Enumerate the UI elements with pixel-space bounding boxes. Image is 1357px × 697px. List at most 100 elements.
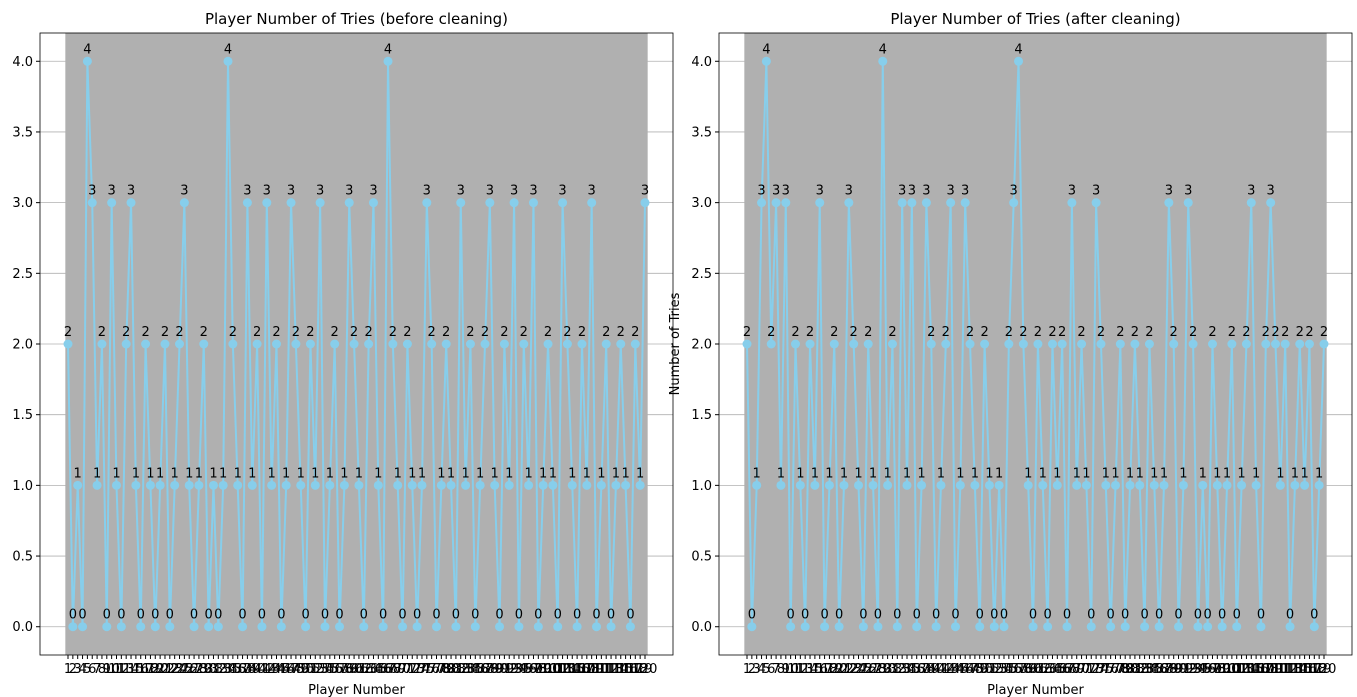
x-tick-label: 99 [535,662,552,677]
x-tick-label: 118 [623,662,648,677]
x-tick-label: 10 [782,662,799,677]
data-point [1047,339,1057,349]
data-label: 0 [166,608,174,623]
data-label: 2 [602,325,610,340]
data-point [795,480,805,490]
x-tick-label: 92 [1180,662,1197,677]
y-tick-label: 2.0 [12,338,33,353]
x-tick-label: 81 [1127,662,1144,677]
data-label: 1 [883,466,891,481]
data-point [1077,339,1087,349]
data-label: 3 [1068,184,1076,199]
x-tick-label: 11 [787,662,804,677]
data-point [1115,339,1125,349]
x-tick-label: 99 [1214,662,1231,677]
data-label: 2 [1189,325,1197,340]
data-label: 0 [573,608,581,623]
x-tick-label: 57 [1010,662,1027,677]
x-tick-label: 1 [64,662,72,677]
data-point [354,480,364,490]
x-tick-label: 96 [1199,662,1216,677]
data-label: 2 [888,325,896,340]
x-tick-label: 89 [486,662,503,677]
x-tick-label: 44 [268,662,285,677]
x-tick-label: 100 [536,662,561,677]
data-label: 0 [471,608,479,623]
data-point [917,480,927,490]
data-label: 0 [1043,608,1051,623]
x-tick-label: 27 [865,662,882,677]
data-label: 2 [1019,325,1027,340]
data-point [271,339,281,349]
x-tick-label: 16 [811,662,828,677]
data-point [1309,622,1319,632]
data-label: 0 [976,608,984,623]
data-point [1004,339,1014,349]
data-point [1062,622,1072,632]
x-tick-label: 3 [74,662,82,677]
data-label: 3 [510,184,518,199]
data-label: 3 [457,184,465,199]
x-tick-label: 14 [802,662,819,677]
y-tick-label: 0.5 [12,550,33,565]
data-label: 2 [1097,325,1105,340]
x-tick-label: 27 [186,662,203,677]
x-tick-label: 23 [845,662,862,677]
x-tick-label: 76 [1102,662,1119,677]
data-point [368,198,378,208]
data-label: 4 [1014,42,1022,57]
data-label: 2 [767,325,775,340]
x-tick-label: 41 [254,662,271,677]
data-label: 1 [394,466,402,481]
x-tick-label: 5 [762,662,770,677]
x-tick-label: 104 [1234,662,1259,677]
data-label: 2 [1271,325,1279,340]
data-point [1096,339,1106,349]
data-point [504,480,514,490]
data-point [1217,622,1227,632]
data-line [746,61,1325,627]
data-label: 2 [1077,325,1085,340]
data-label: 0 [1203,608,1211,623]
data-label: 0 [69,608,77,623]
y-tick-label: 1.0 [691,479,712,494]
data-point [533,622,543,632]
data-label: 0 [554,608,562,623]
x-tick-label: 93 [1185,662,1202,677]
x-tick-label: 103 [550,662,575,677]
data-point [165,622,175,632]
data-point [1295,339,1305,349]
data-point [1052,480,1062,490]
x-tick-label: 4 [78,662,86,677]
data-label: 0 [1218,608,1226,623]
x-tick-label: 113 [599,662,624,677]
data-label: 1 [854,466,862,481]
data-label: 1 [1024,466,1032,481]
data-label: 1 [1291,466,1299,481]
x-tick-label: 16 [132,662,149,677]
data-label: 2 [1170,325,1178,340]
y-tick-label: 1.0 [12,479,33,494]
data-point [805,339,815,349]
x-tick-label: 94 [511,662,528,677]
data-point [465,339,475,349]
data-label: 2 [1262,325,1270,340]
data-label: 2 [1131,325,1139,340]
x-tick-label: 59 [1020,662,1037,677]
data-point [1290,480,1300,490]
data-label: 2 [617,325,625,340]
data-label: 2 [175,325,183,340]
data-point [984,480,994,490]
x-tick-label: 66 [375,662,392,677]
data-label: 3 [961,184,969,199]
data-point [834,622,844,632]
x-tick-label: 73 [1088,662,1105,677]
x-tick-label: 100 [1215,662,1240,677]
x-tick-label: 97 [1204,662,1221,677]
data-label: 3 [263,184,271,199]
data-point [543,339,553,349]
x-tick-label: 75 [1098,662,1115,677]
data-label: 4 [224,42,232,57]
x-tick-label: 44 [947,662,964,677]
data-label: 1 [777,466,785,481]
